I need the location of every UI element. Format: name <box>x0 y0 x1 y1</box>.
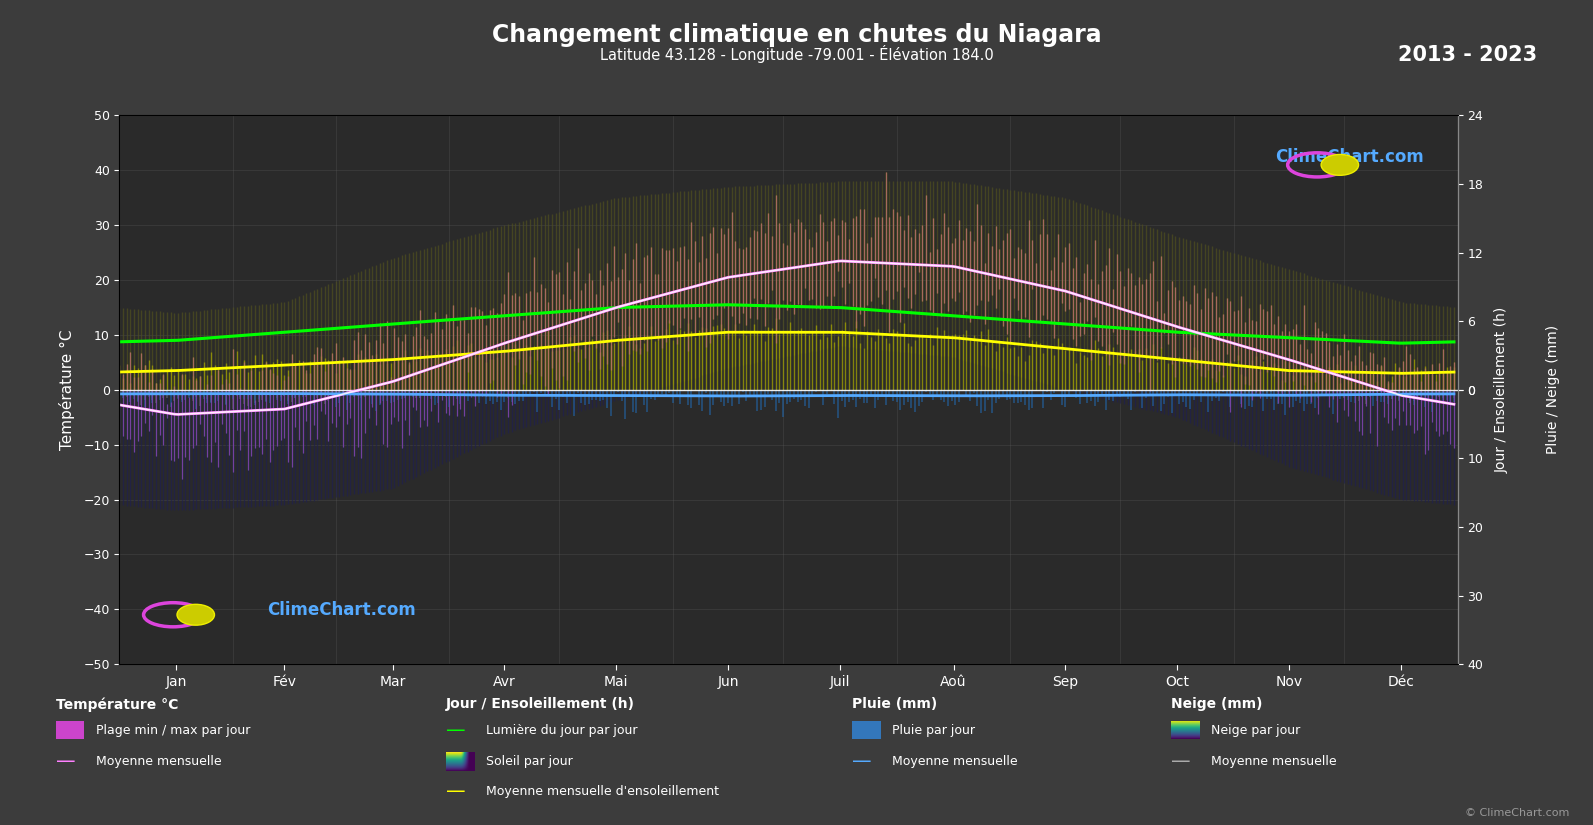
Text: Latitude 43.128 - Longitude -79.001 - Élévation 184.0: Latitude 43.128 - Longitude -79.001 - Él… <box>599 45 994 64</box>
Text: Moyenne mensuelle: Moyenne mensuelle <box>1211 755 1337 768</box>
Text: Température °C: Température °C <box>56 697 178 712</box>
Text: Jour / Ensoleillement (h): Jour / Ensoleillement (h) <box>446 697 636 711</box>
Text: Lumière du jour par jour: Lumière du jour par jour <box>486 724 637 737</box>
Text: © ClimeChart.com: © ClimeChart.com <box>1464 808 1569 818</box>
Text: —: — <box>446 720 465 740</box>
Text: ClimeChart.com: ClimeChart.com <box>266 601 416 619</box>
Text: Plage min / max par jour: Plage min / max par jour <box>96 724 250 737</box>
Text: 2013 - 2023: 2013 - 2023 <box>1399 45 1537 65</box>
Y-axis label: Jour / Ensoleillement (h): Jour / Ensoleillement (h) <box>1494 307 1509 473</box>
Y-axis label: Pluie / Neige (mm): Pluie / Neige (mm) <box>1545 325 1560 455</box>
Text: —: — <box>852 752 871 771</box>
Text: Neige (mm): Neige (mm) <box>1171 697 1262 711</box>
Text: Soleil par jour: Soleil par jour <box>486 755 572 768</box>
Text: Moyenne mensuelle: Moyenne mensuelle <box>892 755 1018 768</box>
Text: Neige par jour: Neige par jour <box>1211 724 1300 737</box>
Text: Moyenne mensuelle: Moyenne mensuelle <box>96 755 221 768</box>
Ellipse shape <box>1321 154 1359 175</box>
Text: Moyenne mensuelle d'ensoleillement: Moyenne mensuelle d'ensoleillement <box>486 785 718 799</box>
Text: Changement climatique en chutes du Niagara: Changement climatique en chutes du Niaga… <box>492 23 1101 47</box>
Text: —: — <box>1171 752 1190 771</box>
Text: Pluie par jour: Pluie par jour <box>892 724 975 737</box>
Text: Pluie (mm): Pluie (mm) <box>852 697 938 711</box>
Ellipse shape <box>177 605 215 625</box>
Text: ClimeChart.com: ClimeChart.com <box>1276 148 1424 167</box>
Text: —: — <box>446 782 465 802</box>
Text: —: — <box>56 752 75 771</box>
Y-axis label: Température °C: Température °C <box>59 329 75 450</box>
